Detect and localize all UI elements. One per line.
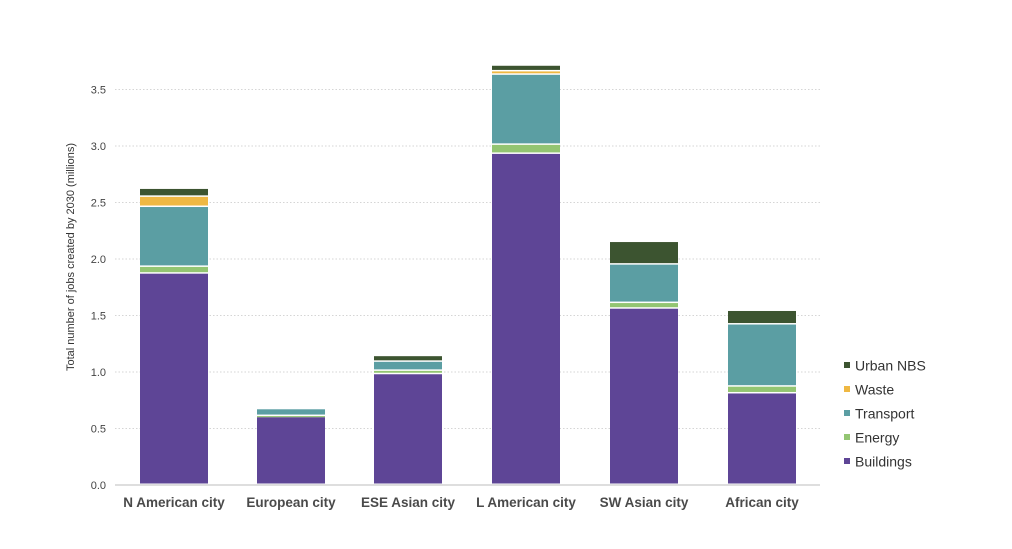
x-category-label: SW Asian city (600, 495, 689, 510)
y-tick-label: 1.5 (91, 311, 106, 323)
gridlines (115, 89, 820, 429)
bar-segment-transport (728, 324, 796, 386)
bar-segment-urban-nbs (492, 65, 560, 70)
y-tick-label: 0.0 (91, 480, 106, 492)
bar-segment-buildings (728, 393, 796, 484)
legend-item: Energy (844, 430, 899, 446)
bar-segment-energy (374, 370, 442, 373)
x-category-label: African city (725, 495, 799, 510)
bar-segment-buildings (257, 417, 325, 484)
legend-swatch (844, 434, 850, 440)
legend-label: Transport (855, 406, 915, 422)
legend-label: Urban NBS (855, 358, 926, 374)
bar-segment-urban-nbs (374, 356, 442, 361)
legend-swatch (844, 410, 850, 416)
bar-segment-transport (610, 264, 678, 302)
legend-label: Buildings (855, 454, 912, 470)
bar-group (728, 310, 796, 484)
bar-segment-urban-nbs (610, 242, 678, 264)
bar-segment-energy (140, 266, 208, 273)
bar-segment-waste (140, 196, 208, 206)
x-category-label: ESE Asian city (361, 495, 456, 510)
y-axis-ticks: 0.0 0.5 1.0 1.5 2.0 2.5 3.0 3.5 (91, 85, 106, 493)
y-tick-label: 3.5 (91, 85, 106, 97)
bar-segment-buildings (374, 374, 442, 484)
bar-segment-energy (492, 144, 560, 153)
bar-segment-buildings (610, 308, 678, 484)
bar-segment-energy (610, 303, 678, 308)
y-tick-label: 2.5 (91, 198, 106, 210)
bar-segment-transport (140, 207, 208, 266)
legend: Urban NBS Waste Transport Energy Buildings (844, 358, 926, 470)
y-tick-label: 0.5 (91, 424, 106, 436)
legend-label: Energy (855, 430, 899, 446)
bars (140, 65, 796, 484)
bar-segment-transport (257, 409, 325, 415)
y-axis-title: Total number of jobs created by 2030 (mi… (65, 143, 77, 371)
x-category-label: European city (246, 495, 336, 510)
bar-segment-urban-nbs (728, 310, 796, 324)
bar-group (610, 242, 678, 484)
bar-segment-transport (492, 74, 560, 144)
legend-label: Waste (855, 382, 894, 398)
bar-group (257, 409, 325, 484)
bar-segment-transport (374, 361, 442, 370)
y-tick-label: 2.0 (91, 254, 106, 266)
y-tick-label: 3.0 (91, 141, 106, 153)
legend-item: Waste (844, 382, 894, 398)
legend-swatch (844, 386, 850, 392)
y-tick-label: 1.0 (91, 367, 106, 379)
bar-segment-energy (257, 416, 325, 418)
bar-segment-energy (728, 386, 796, 392)
x-axis-categories: N American city European city ESE Asian ci… (123, 495, 799, 510)
bar-group (140, 188, 208, 484)
bar-group (374, 356, 442, 484)
legend-item: Urban NBS (844, 358, 926, 374)
x-category-label: N American city (123, 495, 225, 510)
legend-swatch (844, 458, 850, 464)
bar-segment-urban-nbs (140, 188, 208, 196)
legend-item: Transport (844, 406, 915, 422)
bar-segment-waste (492, 71, 560, 74)
bar-group (492, 65, 560, 484)
bar-segment-buildings (492, 153, 560, 484)
x-category-label: L American city (476, 495, 576, 510)
legend-swatch (844, 362, 850, 368)
legend-item: Buildings (844, 454, 912, 470)
bar-segment-buildings (140, 273, 208, 484)
